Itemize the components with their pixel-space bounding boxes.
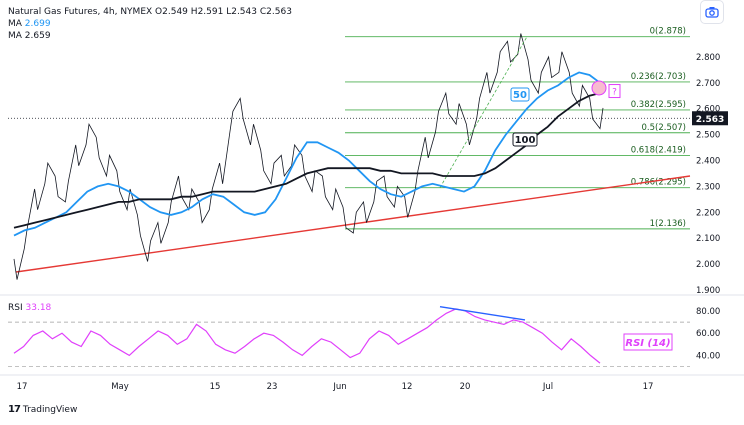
x-tick-8: 17 <box>643 382 654 392</box>
close-label: C <box>259 7 267 17</box>
rsi-value: 33.18 <box>25 303 52 313</box>
rsi-y-tick-0: 80.00 <box>696 307 720 317</box>
ma100-label-box <box>512 132 538 147</box>
x-tick-1: May <box>111 382 129 392</box>
x-tick-6: 20 <box>460 382 471 392</box>
x-tick-2: 15 <box>210 382 221 392</box>
tradingview-brand[interactable]: 17 TradingView <box>8 404 77 415</box>
fib-label-1: 0.236(2.703) <box>631 72 686 82</box>
fib-label-0: 0(2.878) <box>650 27 686 37</box>
question-box <box>608 84 621 99</box>
fib-label-5: 0.786(2.295) <box>631 178 686 188</box>
question-label: ? <box>612 88 617 98</box>
y-tick-5: 2.300 <box>696 182 720 192</box>
y-tick-7: 2.100 <box>696 234 720 244</box>
y-tick-0: 2.800 <box>696 53 720 63</box>
low-value: 2.543 <box>231 7 257 17</box>
y-tick-2: 2.600 <box>696 105 720 115</box>
ma2-row: MA 2.659 <box>8 30 292 42</box>
camera-snapshot-button[interactable] <box>700 0 724 24</box>
open-value: 2.549 <box>162 7 188 17</box>
open-label: O <box>155 7 163 17</box>
x-tick-7: Jul <box>542 382 553 392</box>
brand-name: TradingView <box>22 404 78 415</box>
fib-label-6: 1(2.136) <box>650 219 686 229</box>
ma2-value: 2.659 <box>24 31 51 41</box>
y-tick-9: 1.900 <box>696 286 720 296</box>
close-value: 2.563 <box>266 7 292 17</box>
chart-legend: Natural Gas Futures, 4h, NYMEX O2.549 H2… <box>8 6 292 42</box>
fib-label-2: 0.382(2.595) <box>631 100 686 110</box>
ma-50-line <box>13 71 601 237</box>
y-tick-4: 2.400 <box>696 156 720 166</box>
ma2-label: MA <box>8 31 22 41</box>
support-trendline <box>15 175 691 273</box>
last-price-value: 2.563 <box>696 115 724 125</box>
ma1-value: 2.699 <box>24 19 51 29</box>
ma-100-line <box>13 92 601 229</box>
x-tick-5: 12 <box>402 382 413 392</box>
y-tick-8: 2.000 <box>696 260 720 270</box>
rsi-line <box>13 308 601 364</box>
ma1-label: MA <box>8 19 22 29</box>
last-price-tag <box>692 111 728 126</box>
tradingview-logo-icon: 17 <box>8 404 21 415</box>
y-tick-6: 2.200 <box>696 208 720 218</box>
high-label: H <box>190 7 198 17</box>
symbol-title: Natural Gas Futures, 4h, NYMEX <box>8 7 153 17</box>
camera-icon <box>705 7 719 18</box>
ma1-row: MA 2.699 <box>8 18 292 30</box>
ohlc-row: Natural Gas Futures, 4h, NYMEX O2.549 H2… <box>8 6 292 18</box>
fib-label-4: 0.618(2.419) <box>631 146 686 156</box>
rsi-y-tick-2: 40.00 <box>696 351 720 361</box>
y-tick-3: 2.500 <box>696 131 720 141</box>
x-tick-3: 23 <box>267 382 278 392</box>
fib-anchor-dashed-line <box>439 36 528 188</box>
rsi-y-tick-1: 60.00 <box>696 329 720 339</box>
crossover-marker <box>591 80 607 96</box>
rsi-badge: RSI (14) <box>625 338 670 349</box>
x-tick-0: 17 <box>17 382 28 392</box>
ma50-label-box <box>510 87 530 102</box>
x-tick-4: Jun <box>332 382 346 392</box>
y-tick-1: 2.700 <box>696 79 720 89</box>
rsi-label: RSI <box>8 303 23 313</box>
ma50-label: 50 <box>513 90 527 101</box>
price-series-line <box>13 33 604 280</box>
high-value: 2.591 <box>197 7 224 17</box>
ma100-label: 100 <box>515 135 536 146</box>
rsi-legend: RSI 33.18 <box>8 303 51 313</box>
fib-label-3: 0.5(2.507) <box>642 123 686 133</box>
low-label: L <box>226 7 232 17</box>
rsi-badge-box <box>623 333 673 351</box>
rsi-divergence-line <box>439 305 526 321</box>
